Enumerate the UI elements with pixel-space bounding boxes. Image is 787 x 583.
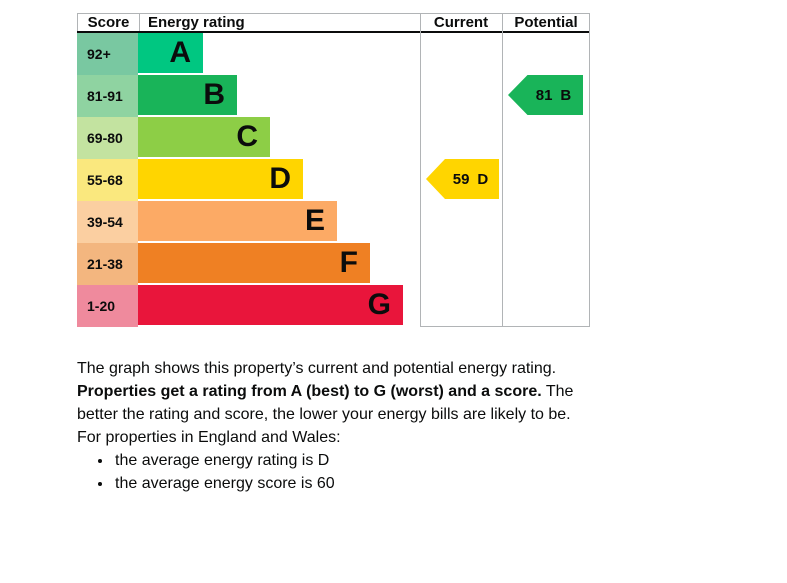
- band-bar-c: C: [138, 117, 270, 157]
- band-row-f: 21-38 F: [77, 243, 370, 285]
- description-copy: The graph shows this property’s current …: [77, 357, 599, 495]
- column-divider-current-left: [420, 14, 421, 327]
- band-letter: C: [236, 120, 258, 153]
- band-bar-f: F: [138, 243, 370, 283]
- band-score-range: 21-38: [77, 243, 138, 285]
- band-letter: F: [339, 246, 358, 279]
- list-item-average-score: the average energy score is 60: [113, 472, 599, 495]
- band-score-range: 81-91: [77, 75, 138, 117]
- band-row-g: 1-20 G: [77, 285, 403, 327]
- band-row-a: 92+ A: [77, 33, 203, 75]
- band-letter: D: [269, 162, 291, 195]
- band-bar-b: B: [138, 75, 237, 115]
- band-score-range: 92+: [77, 33, 138, 75]
- band-bar-d: D: [138, 159, 303, 199]
- chart-caption: The graph shows this property’s current …: [77, 360, 557, 377]
- potential-band-letter: B: [560, 86, 572, 104]
- rating-explanation-rest: The better the rating and score, the low…: [77, 383, 574, 423]
- header-score: Score: [77, 14, 140, 31]
- band-row-c: 69-80 C: [77, 117, 270, 159]
- potential-rating-marker: 81 B: [508, 75, 583, 115]
- band-bar-e: E: [138, 201, 337, 241]
- band-letter: B: [203, 78, 225, 111]
- column-divider-current-potential: [502, 14, 503, 327]
- chart-header-row: Score Energy rating Current Potential: [77, 14, 590, 33]
- current-rating-marker: 59 D: [426, 159, 499, 199]
- averages-list: the average energy rating is D the avera…: [77, 449, 599, 495]
- list-item-average-rating: the average energy rating is D: [113, 449, 599, 472]
- potential-score-value: 81: [535, 86, 553, 104]
- epc-rating-chart: Score Energy rating Current Potential 92…: [77, 13, 590, 327]
- table-bottom-border: [420, 326, 590, 327]
- rating-explanation-bold: Properties get a rating from A (best) to…: [77, 383, 542, 400]
- band-score-range: 39-54: [77, 201, 138, 243]
- current-band-letter: D: [477, 170, 489, 188]
- band-bar-a: A: [138, 33, 203, 73]
- band-score-range: 55-68: [77, 159, 138, 201]
- current-score-value: 59: [452, 170, 470, 188]
- band-bar-g: G: [138, 285, 403, 325]
- band-letter: G: [367, 288, 391, 321]
- header-potential: Potential: [514, 14, 578, 31]
- band-row-b: 81-91 B: [77, 75, 237, 117]
- band-letter: A: [169, 36, 191, 69]
- band-score-range: 1-20: [77, 285, 138, 327]
- band-row-e: 39-54 E: [77, 201, 337, 243]
- england-wales-intro: For properties in England and Wales:: [77, 429, 341, 446]
- header-energy-rating: Energy rating: [148, 14, 245, 31]
- table-right-border: [589, 14, 590, 327]
- band-letter: E: [304, 204, 325, 237]
- rating-explanation: Properties get a rating from A (best) to…: [77, 380, 599, 426]
- band-score-range: 69-80: [77, 117, 138, 159]
- header-current: Current: [433, 14, 489, 31]
- band-row-d: 55-68 D: [77, 159, 303, 201]
